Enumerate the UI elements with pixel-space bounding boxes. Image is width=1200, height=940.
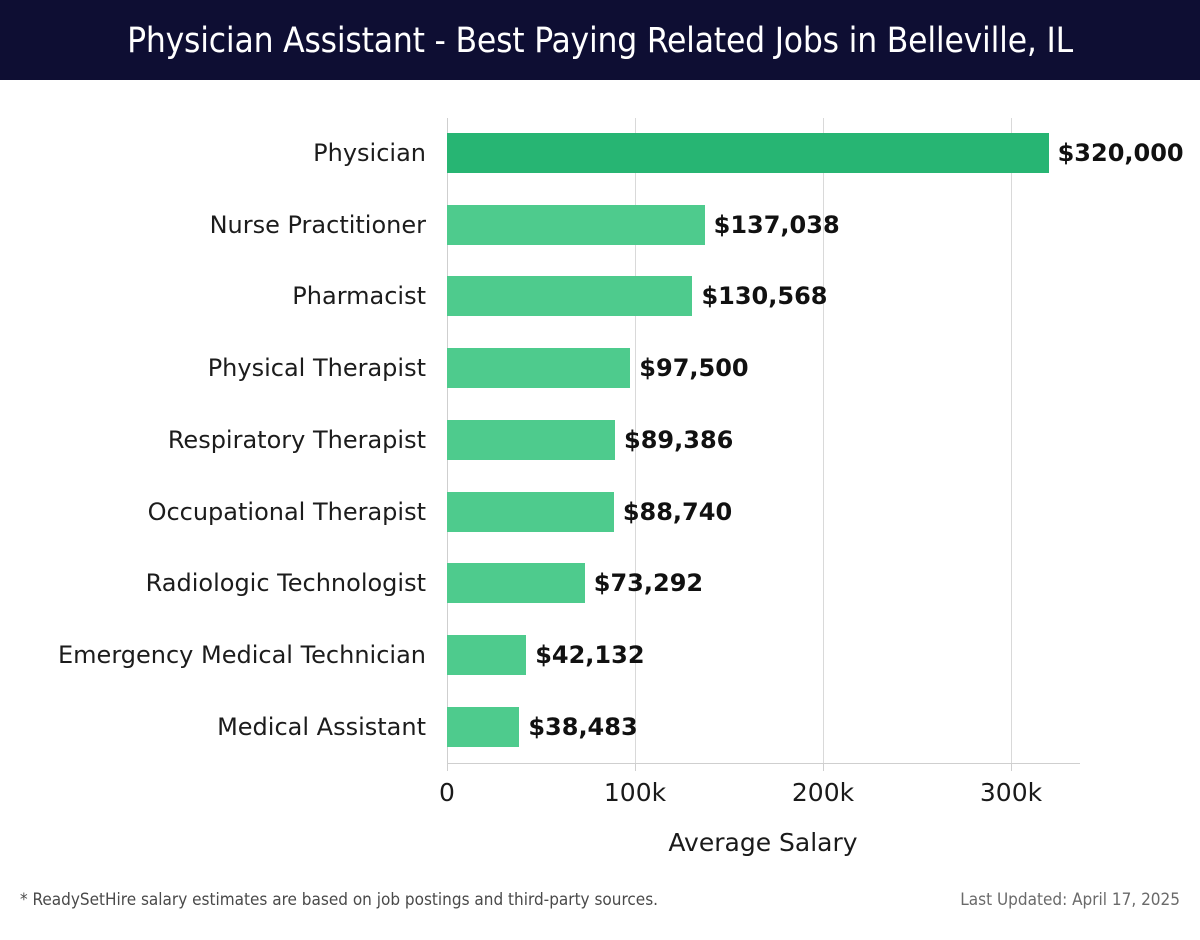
bar[interactable] xyxy=(447,133,1049,173)
footer: * ReadySetHire salary estimates are base… xyxy=(0,890,1200,940)
bar[interactable] xyxy=(447,491,614,532)
bar[interactable] xyxy=(447,419,616,460)
x-tick-label: 100k xyxy=(603,778,667,807)
footnote-text: * ReadySetHire salary estimates are base… xyxy=(20,890,659,910)
x-tick-label: 300k xyxy=(979,778,1043,807)
page-title: Physician Assistant - Best Paying Relate… xyxy=(127,21,1073,61)
category-label: Emergency Medical Technician xyxy=(58,640,426,669)
bar-value-label: $89,386 xyxy=(624,425,734,454)
category-label: Nurse Practitioner xyxy=(209,210,426,239)
category-label: Pharmacist xyxy=(292,282,426,311)
category-label: Occupational Therapist xyxy=(147,497,426,526)
bar-value-label: $130,568 xyxy=(701,282,828,311)
bar-value-label: $73,292 xyxy=(593,569,704,598)
bar[interactable] xyxy=(447,563,585,604)
x-tick-label: 200k xyxy=(791,778,855,807)
x-tick-mark xyxy=(635,763,636,771)
bar-value-label: $38,483 xyxy=(528,712,638,741)
bar-value-label: $97,500 xyxy=(639,354,749,383)
bar-value-label: $88,740 xyxy=(622,497,733,526)
bar[interactable] xyxy=(447,276,693,317)
category-label: Physical Therapist xyxy=(207,354,426,383)
x-tick-mark xyxy=(447,763,448,771)
title-banner: Physician Assistant - Best Paying Relate… xyxy=(0,0,1200,80)
bar-row[interactable]: Occupational Therapist $88,740 xyxy=(0,491,1200,532)
last-updated-text: Last Updated: April 17, 2025 xyxy=(960,890,1180,910)
category-label: Physician xyxy=(313,139,426,167)
chart-plot-area: 0 100k 200k 300k Physician $320,000 Nurse Pra… xyxy=(0,80,1200,870)
gridline xyxy=(823,118,824,763)
bar-row[interactable]: Physician $320,000 xyxy=(0,133,1200,173)
gridline xyxy=(1011,118,1012,763)
category-label: Radiologic Technologist xyxy=(145,569,426,598)
x-axis-title: Average Salary xyxy=(668,828,858,857)
x-tick-mark xyxy=(823,763,824,771)
bar-value-label: $42,132 xyxy=(535,640,645,669)
bar-row[interactable]: Nurse Practitioner $137,038 xyxy=(0,204,1200,245)
bar-value-label: $320,000 xyxy=(1057,139,1184,167)
x-tick-label: 0 xyxy=(439,778,455,807)
bar-row[interactable]: Medical Assistant $38,483 xyxy=(0,706,1200,747)
gridline xyxy=(635,118,636,763)
bar[interactable] xyxy=(447,204,705,245)
bar-row[interactable]: Physical Therapist $97,500 xyxy=(0,348,1200,389)
bar[interactable] xyxy=(447,634,527,675)
bar[interactable] xyxy=(447,706,520,747)
category-label: Respiratory Therapist xyxy=(167,425,426,454)
bar-row[interactable]: Pharmacist $130,568 xyxy=(0,276,1200,317)
category-label: Medical Assistant xyxy=(217,712,426,741)
bar[interactable] xyxy=(447,348,631,389)
bar-row[interactable]: Radiologic Technologist $73,292 xyxy=(0,563,1200,604)
x-axis-line xyxy=(447,763,1080,764)
x-tick-mark xyxy=(1011,763,1012,771)
bar-value-label: $137,038 xyxy=(713,210,840,239)
bar-row[interactable]: Respiratory Therapist $89,386 xyxy=(0,419,1200,460)
bar-row[interactable]: Emergency Medical Technician $42,132 xyxy=(0,634,1200,675)
